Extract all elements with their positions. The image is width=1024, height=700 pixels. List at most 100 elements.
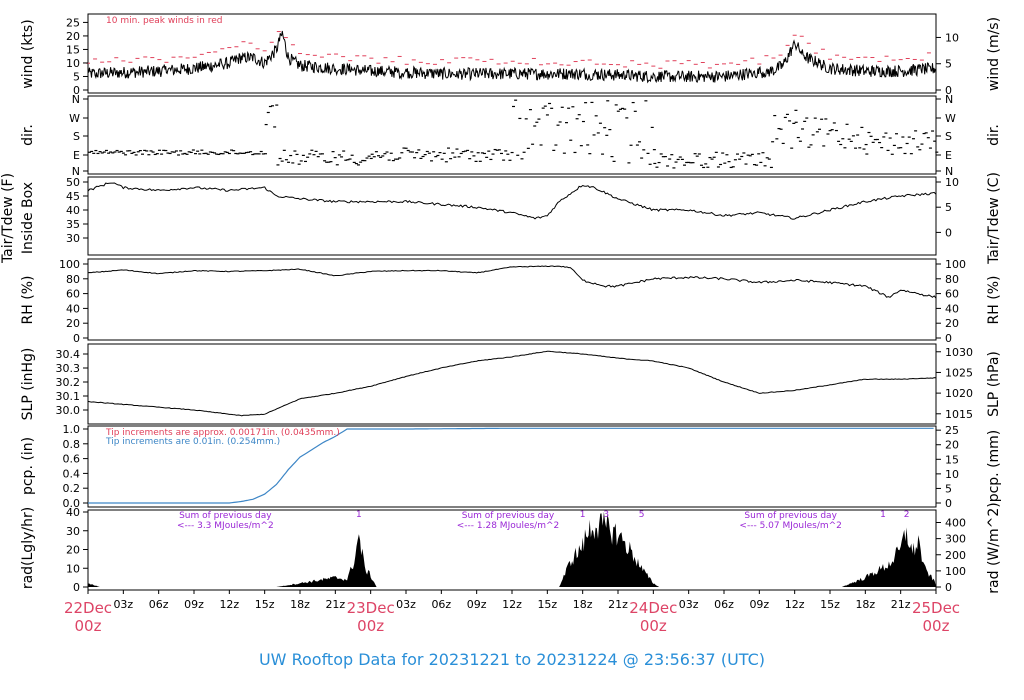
x-hour-label: 06z [149,598,169,611]
rh-line [87,265,937,299]
rad-ylabel-left: rad(Lgly/hr) [20,507,36,589]
rad-right-tick-label: 300 [945,533,966,546]
dir-left-tick-label: S [73,130,80,143]
wind-left-tick-label: 5 [73,70,80,83]
rad-right-tick-label: 200 [945,549,966,562]
temp-ylabel-right: Tair/Tdew (C) [986,172,1002,265]
temp-left-tick-label: 45 [66,190,80,203]
pcp-right-tick-label: 0 [945,497,952,510]
x-hour-label: 06z [714,598,734,611]
x-hour-label: 06z [431,598,451,611]
x-hour-label: 03z [113,598,133,611]
wind-left-tick-label: 20 [66,30,80,43]
x-hour-label: 18z [290,598,310,611]
pcp-right-tick-label: 5 [945,482,952,495]
rad-sum-value: <--- 3.3 MJoules/m^2 [177,521,274,531]
pcp-right-tick-label: 15 [945,453,959,466]
pcp-ylabel-right: pcp. (mm) [986,430,1002,503]
x-hour-label: 15z [820,598,840,611]
rh-ylabel-right: RH (%) [986,276,1002,325]
pcp-left-tick-label: 0.4 [63,467,81,480]
x-hour-label: 18z [855,598,875,611]
pcp-right-tick-label: 25 [945,424,959,437]
slp-right-tick-label: 1015 [945,408,973,421]
panel-frame-wind [87,13,937,94]
precip-accumulation-line [88,427,934,504]
slp-left-tick-label: 30.2 [56,376,81,389]
rh-left-tick-label: 40 [66,302,80,315]
temp-left-tick-label: 40 [66,204,80,217]
rh-left-tick-label: 80 [66,273,80,286]
rad-marker: 1 [356,510,362,520]
rad-sum-label: Sum of previous day [462,511,555,521]
dir-ylabel-right: dir. [986,124,1002,146]
wind-peak-note: 10 min. peak winds in red [106,16,223,26]
temp-right-tick-label: 5 [945,201,952,214]
rad-left-tick-label: 20 [66,544,80,557]
rh-left-tick-label: 100 [59,258,80,271]
x-hour-label: 21z [891,598,911,611]
rad-marker: 2 [904,510,910,520]
x-hour-label: 12z [785,598,805,611]
pcp-note-approx: Tip increments are approx. 0.00171in. (0… [105,428,340,438]
x-day-date: 22Dec [64,599,112,617]
slp-line [87,350,937,417]
wind-right-tick-label: 0 [945,84,952,97]
pcp-right-tick-label: 20 [945,439,959,452]
rad-left-tick-label: 0 [73,581,80,594]
pcp-left-tick-label: 0.0 [63,497,81,510]
wind-right-tick-label: 5 [945,58,952,71]
wind-ylabel-left: wind (kts) [20,19,36,88]
panel-frames [87,13,937,591]
rad-left-tick-label: 40 [66,506,80,519]
slp-ylabel-left: SLP (inHg) [20,348,36,421]
x-axis: 03z 06z 09z 12z 15z 18z 21z 03z 06z 09z 12z 15z 18z 2… [64,590,960,635]
rad-left-tick-label: 30 [66,525,80,538]
panel-frame-temp [87,176,937,256]
temp-right-tick-label: 0 [945,226,952,239]
x-hour-label: 09z [184,598,204,611]
wind-left-tick-label: 0 [73,84,80,97]
rh-right-tick-label: 80 [945,273,959,286]
rad-right-tick-label: 0 [945,581,952,594]
x-hour-label: 03z [679,598,699,611]
pcp-left-tick-label: 0.2 [63,482,81,495]
pcp-left-tick-label: 1.0 [63,423,81,436]
dir-ylabel-left: dir. [20,124,36,146]
panel-frame-rh [87,258,937,341]
slp-ylabel-right: SLP (hPa) [986,351,1002,417]
panel-frame-slp [87,343,937,425]
rh-right-tick-label: 60 [945,288,959,301]
rad-marker: 3 [603,510,609,520]
rad-ylabel-right: rad (W/m^2) [986,502,1002,593]
panel-frame-pcp [87,425,937,508]
dir-right-tick-label: N [945,93,953,106]
rad-marker: 5 [639,510,645,520]
rad-sum-label: Sum of previous day [744,511,837,521]
rad-left-tick-label: 10 [66,562,80,575]
dir-left-tick-label: N [72,165,80,178]
rad-sum-label: Sum of previous day [179,511,272,521]
rh-left-tick-label: 20 [66,317,80,330]
slp-right-tick-label: 1025 [945,366,973,379]
temp-left-tick-label: 30 [66,232,80,245]
rh-left-tick-label: 0 [73,332,80,345]
rad-sum-value: <--- 1.28 MJoules/m^2 [457,521,559,531]
pcp-left-tick-label: 0.8 [63,438,81,451]
dir-left-tick-label: E [73,149,80,162]
temp-left-tick-label: 35 [66,218,80,231]
wind-ylabel-right: wind (m/s) [986,17,1002,91]
x-hour-label: 21z [608,598,628,611]
x-day-time: 00z [357,617,384,635]
panel-notes: 10 min. peak winds in red Tip increments … [105,16,909,531]
x-hour-label: 15z [537,598,557,611]
rh-right-tick-label: 100 [945,258,966,271]
wind-left-tick-label: 25 [66,16,80,29]
slp-left-tick-label: 30.3 [56,362,81,375]
rad-marker: 1 [880,510,886,520]
footer-title: UW Rooftop Data for 20231221 to 20231224… [259,650,765,669]
temp-left-tick-label: 50 [66,176,80,189]
dir-right-tick-label: E [945,149,952,162]
